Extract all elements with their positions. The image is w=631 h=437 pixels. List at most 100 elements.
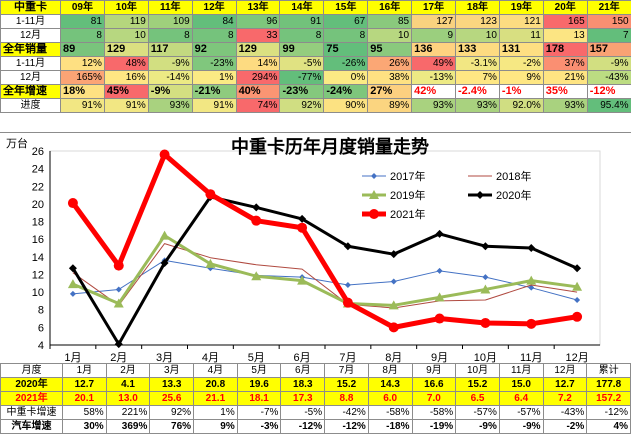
monthly-cell: 18.3 [280, 377, 326, 392]
monthly-cell: -58% [367, 405, 413, 420]
month-header: 9月 [411, 363, 457, 378]
summary-cell: 89 [60, 42, 105, 57]
monthly-cell: -12% [280, 419, 326, 434]
monthly-cell: -3% [236, 419, 282, 434]
year-header: 17年 [411, 0, 457, 15]
monthly-cell: 7.2 [542, 391, 588, 406]
summary-cell: 131 [498, 42, 544, 57]
data-point [481, 242, 490, 251]
summary-row: 进度 91% 91% 93% 91% 74% 92% 90% 89% 93% 93% 92.0% 93%… [0, 98, 631, 113]
month-header: 3月 [149, 363, 195, 378]
summary-row: 全年销量 89 129 117 92 129 99 75 95 136 133 131 178 157 [0, 42, 631, 57]
monthly-row: 2020年 12.7 4.1 13.3 20.8 19.6 18.3 15.2 14.3 16.6… [0, 377, 631, 392]
summary-cell: 9% [498, 70, 544, 85]
data-point [343, 242, 352, 251]
y-tick-label: 4 [38, 340, 44, 352]
monthly-cell: 1% [193, 405, 238, 420]
monthly-cell: -43% [542, 405, 588, 420]
summary-cell: 10 [455, 28, 500, 43]
monthly-row: 汽车增速 30% 369% 76% 9% -3% -12% -12% -18% -19% -9% -9… [0, 419, 631, 434]
summary-cell: 165 [542, 14, 588, 29]
monthly-cell: 12.7 [62, 377, 107, 392]
summary-row: 12月 165% 16% -14% 1% 294% -77% 0% 38% -13% 7% 9% 21%… [0, 70, 631, 85]
monthly-cell: 25.6 [149, 391, 195, 406]
monthly-cell: -18% [367, 419, 413, 434]
summary-cell: 8 [323, 28, 369, 43]
monthly-cell: 58% [62, 405, 107, 420]
monthly-cell: 92% [149, 405, 195, 420]
data-point [390, 278, 397, 285]
data-point [435, 229, 444, 238]
data-point [526, 275, 537, 285]
x-tick-label: 3月 [156, 352, 173, 363]
row-label: 汽车增速 [0, 419, 63, 434]
summary-cell: -23% [279, 84, 325, 99]
month-header: 8月 [367, 363, 413, 378]
monthly-row: 2021年 20.1 13.0 25.6 21.1 18.1 17.3 8.8 6.0 7.0 6.… [0, 391, 631, 406]
summary-cell: 27% [367, 84, 413, 99]
monthly-cell: 7.0 [411, 391, 457, 406]
data-point [389, 250, 398, 259]
month-header: 月度 [0, 363, 63, 378]
summary-cell: -14% [147, 70, 193, 85]
summary-cell: 14% [235, 56, 281, 71]
monthly-cell: 20.1 [62, 391, 107, 406]
line-chart-area: 4 6 8 10 12 14 16 18 20 22 24 26 1月 2月 3月 4月 5月 6月 7月 8月 9月 1… [0, 132, 631, 364]
monthly-cell: 14.3 [367, 377, 413, 392]
summary-cell: -43% [586, 70, 631, 85]
y-tick-label: 12 [32, 269, 44, 281]
data-point [298, 214, 307, 223]
summary-cell: -9% [586, 56, 631, 71]
monthly-cell: 20.8 [193, 377, 238, 392]
data-point [67, 279, 78, 289]
month-header: 11月 [498, 363, 544, 378]
summary-cell: 95.4% [586, 98, 631, 113]
summary-cell: 10 [103, 28, 149, 43]
summary-cell: -5% [279, 56, 325, 71]
monthly-cell: 13.0 [105, 391, 151, 406]
monthly-cell: 19.6 [236, 377, 282, 392]
data-point [528, 284, 535, 291]
monthly-cell: 16.6 [411, 377, 457, 392]
summary-cell: 85 [367, 14, 413, 29]
data-point [434, 292, 445, 302]
data-point [114, 340, 123, 349]
summary-cell: -3.1% [455, 56, 500, 71]
summary-cell: 91% [60, 98, 105, 113]
summary-cell: -21% [191, 84, 237, 99]
summary-row: 1-11月 12% 48% -9% -23% 14% -5% -26% 26% 49% -3.1% -… [0, 56, 631, 71]
monthly-cell: 157.2 [586, 391, 631, 406]
legend-marker [369, 190, 379, 199]
summary-cell: 12% [60, 56, 105, 71]
unit-label: 万台 [6, 136, 28, 150]
data-point [113, 260, 124, 271]
summary-cell: 26% [367, 56, 413, 71]
y-tick-label: 22 [32, 181, 44, 193]
monthly-cell: 8.8 [324, 391, 369, 406]
y-tick-label: 24 [32, 164, 44, 176]
monthly-cell: 12.7 [542, 377, 588, 392]
summary-cell: 93% [455, 98, 500, 113]
year-header: 15年 [323, 0, 369, 15]
series-line [72, 259, 578, 301]
summary-cell: 92% [279, 98, 325, 113]
summary-cell: 38% [367, 70, 413, 85]
monthly-cell: 221% [105, 405, 151, 420]
x-tick-label: 11月 [520, 352, 542, 363]
y-tick-label: 6 [38, 322, 44, 334]
year-header: 10年 [103, 0, 149, 15]
x-tick-label: 2月 [110, 352, 127, 363]
summary-cell: 157 [586, 42, 631, 57]
data-point [205, 258, 216, 268]
month-header: 7月 [324, 363, 369, 378]
summary-cell: 117 [147, 42, 193, 57]
summary-cell: 96 [235, 14, 281, 29]
summary-cell: 150 [586, 14, 631, 29]
summary-cell: 95 [367, 42, 413, 57]
series-line [71, 195, 578, 346]
year-header: 20年 [542, 0, 588, 15]
monthly-cell: 15.2 [324, 377, 369, 392]
summary-cell: 21% [542, 70, 588, 85]
summary-cell: 13 [542, 28, 588, 43]
monthly-cell: -57% [498, 405, 544, 420]
